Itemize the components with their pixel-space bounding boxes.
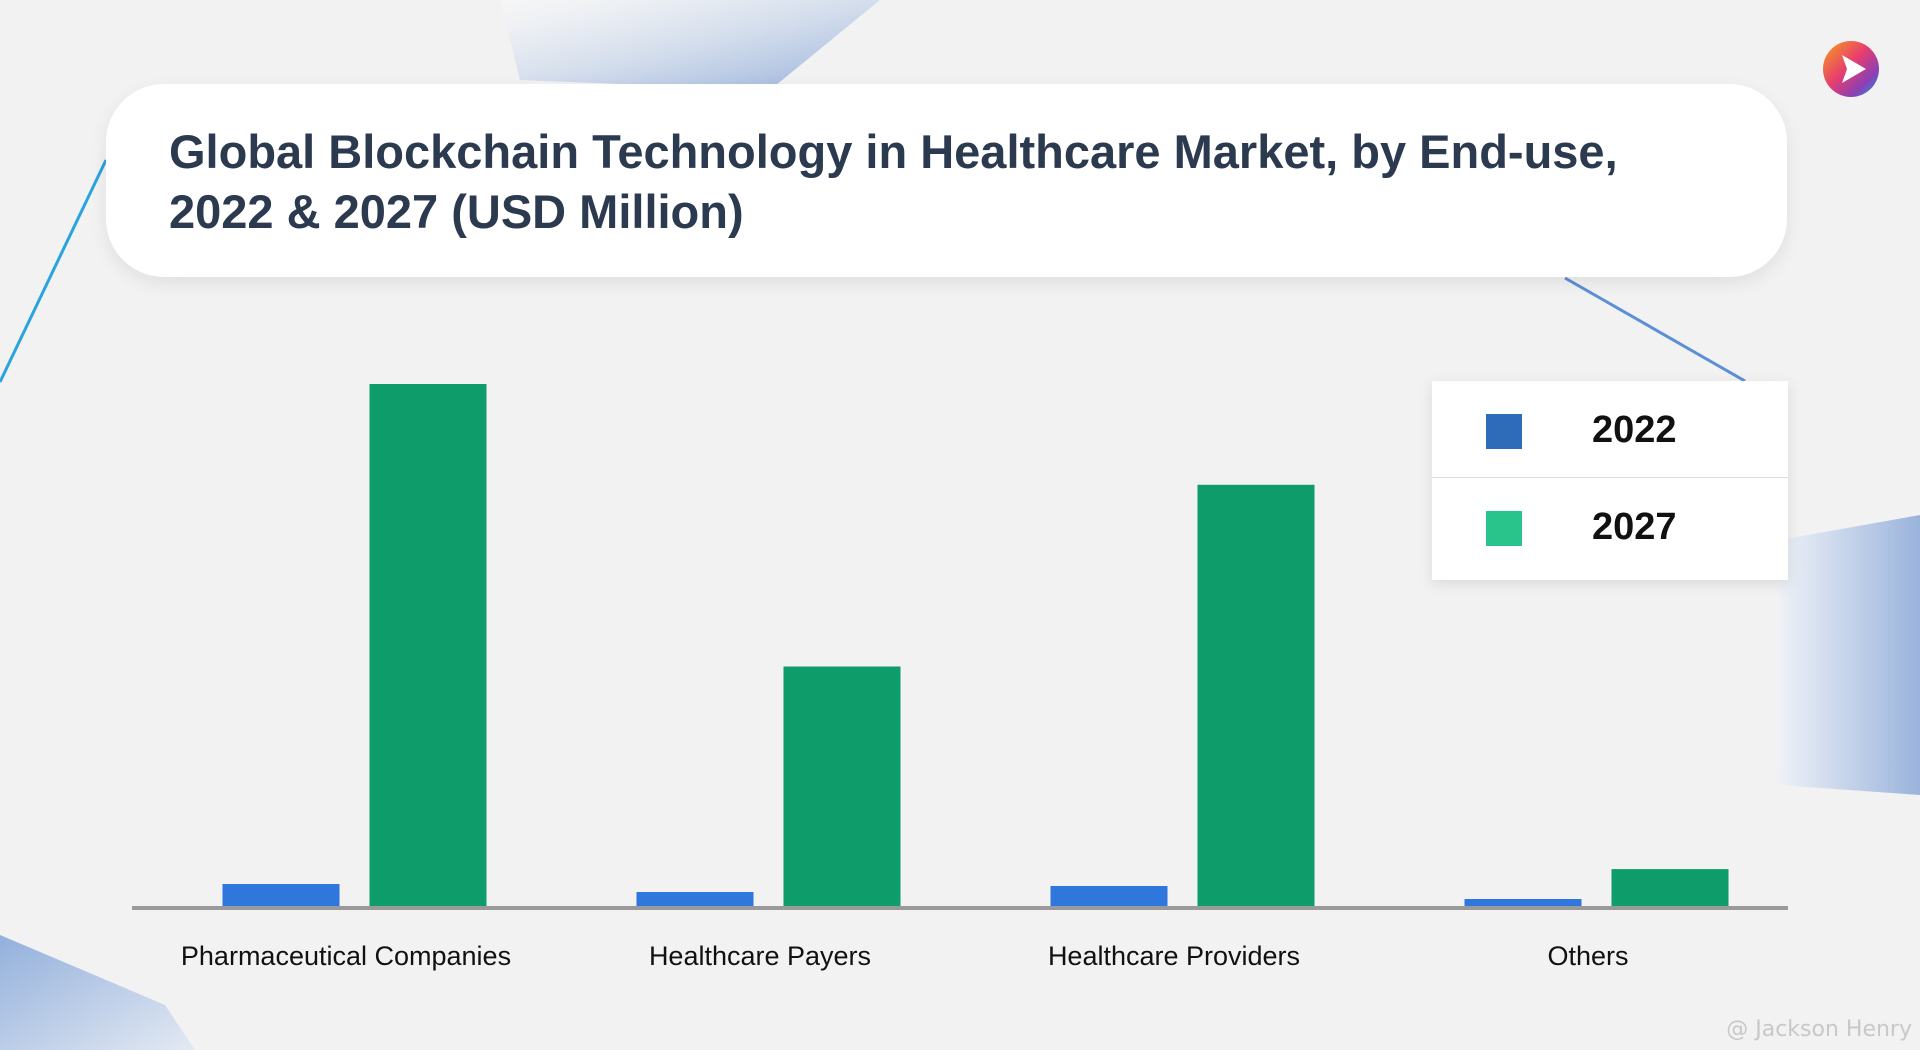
decor-line-left xyxy=(0,159,108,383)
bar-2022-others xyxy=(1464,899,1582,906)
bar-2027-healthcare-payers xyxy=(783,666,901,906)
bar-2027-pharmaceutical-companies xyxy=(369,384,487,906)
x-tick-label: Pharmaceutical Companies xyxy=(181,941,511,971)
x-tick-label: Healthcare Providers xyxy=(1048,941,1300,971)
chart-title-line-1: Global Blockchain Technology in Healthca… xyxy=(169,125,1618,178)
decor-shape-top xyxy=(500,0,880,90)
decor-shape-bottom-left xyxy=(0,935,195,1050)
legend-swatch-2027 xyxy=(1486,511,1522,546)
legend-label-2027: 2027 xyxy=(1592,506,1677,548)
play-arrow-logo-icon xyxy=(1823,41,1879,97)
bar-2022-healthcare-payers xyxy=(636,892,754,906)
legend-item-2022: 2022 xyxy=(1432,381,1788,478)
x-tick-label: Healthcare Payers xyxy=(649,941,871,971)
decor-line-right xyxy=(1564,276,1746,383)
chart-title: Global Blockchain Technology in Healthca… xyxy=(169,122,1749,242)
decor-shape-right xyxy=(1778,515,1920,795)
legend-item-2027: 2027 xyxy=(1432,478,1788,574)
legend-swatch-2022 xyxy=(1486,414,1522,449)
bar-2022-healthcare-providers xyxy=(1050,886,1168,906)
chart-title-line-2: 2022 & 2027 (USD Million) xyxy=(169,185,744,238)
bar-2027-others xyxy=(1611,869,1729,906)
watermark: @ Jackson Henry xyxy=(1726,1017,1912,1042)
bar-2027-healthcare-providers xyxy=(1197,484,1315,906)
title-card: Global Blockchain Technology in Healthca… xyxy=(106,84,1787,277)
legend-label-2022: 2022 xyxy=(1592,409,1677,451)
x-tick-label: Others xyxy=(1547,941,1628,971)
chart-legend: 2022 2027 xyxy=(1432,381,1788,580)
bar-2022-pharmaceutical-companies xyxy=(222,884,340,906)
